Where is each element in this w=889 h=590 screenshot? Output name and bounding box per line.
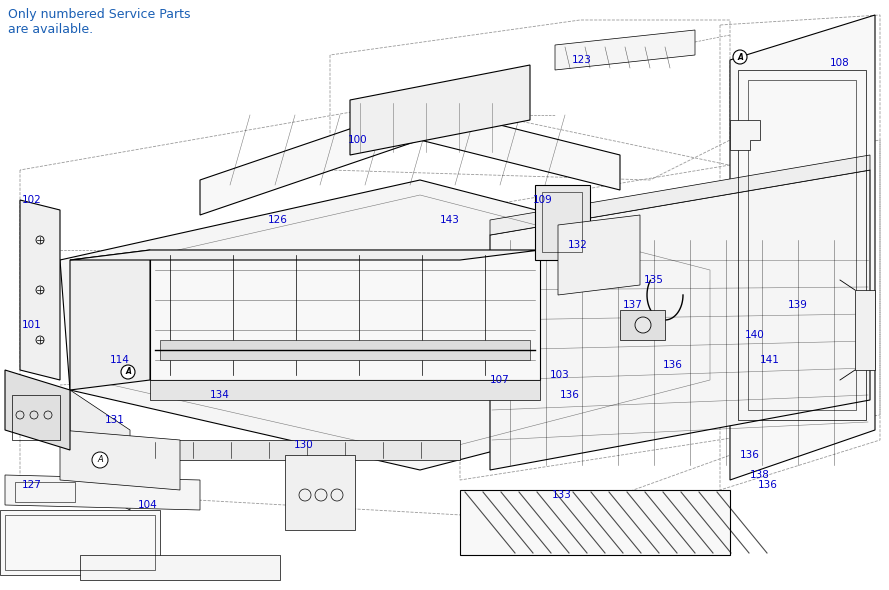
Text: 136: 136 <box>663 360 683 370</box>
Text: 143: 143 <box>440 215 460 225</box>
Polygon shape <box>5 475 200 510</box>
Polygon shape <box>730 120 760 150</box>
Text: 139: 139 <box>788 300 808 310</box>
Polygon shape <box>150 380 540 400</box>
Text: 127: 127 <box>22 480 42 490</box>
Polygon shape <box>855 290 875 370</box>
Polygon shape <box>460 490 730 555</box>
Text: 140: 140 <box>745 330 765 340</box>
Text: 137: 137 <box>623 300 643 310</box>
Polygon shape <box>490 170 870 470</box>
Text: 104: 104 <box>138 500 157 510</box>
Text: Only numbered Service Parts
are available.: Only numbered Service Parts are availabl… <box>8 8 190 36</box>
Polygon shape <box>535 185 590 260</box>
Text: A: A <box>737 53 743 61</box>
Text: 131: 131 <box>105 415 124 425</box>
Text: 133: 133 <box>552 490 572 500</box>
Text: 136: 136 <box>740 450 760 460</box>
Text: 114: 114 <box>110 355 130 365</box>
Polygon shape <box>70 390 130 510</box>
Circle shape <box>635 317 651 333</box>
Polygon shape <box>70 250 150 390</box>
Polygon shape <box>620 310 665 340</box>
Bar <box>5 515 155 570</box>
Text: A: A <box>125 368 131 376</box>
Polygon shape <box>80 555 280 580</box>
Bar <box>12 395 60 440</box>
Polygon shape <box>730 15 875 480</box>
Polygon shape <box>160 340 530 360</box>
Text: 108: 108 <box>830 58 850 68</box>
Circle shape <box>121 365 135 379</box>
Text: 103: 103 <box>550 370 570 380</box>
Text: A: A <box>97 455 103 464</box>
Text: 130: 130 <box>294 440 314 450</box>
Text: 141: 141 <box>760 355 780 365</box>
Polygon shape <box>140 440 460 460</box>
Bar <box>738 70 866 420</box>
Text: 136: 136 <box>758 480 778 490</box>
Polygon shape <box>5 370 70 450</box>
Polygon shape <box>60 180 730 470</box>
Text: 101: 101 <box>22 320 42 330</box>
Text: 123: 123 <box>572 55 592 65</box>
Text: 126: 126 <box>268 215 288 225</box>
Circle shape <box>92 452 108 468</box>
Circle shape <box>733 50 747 64</box>
Polygon shape <box>200 105 620 215</box>
Text: 109: 109 <box>533 195 553 205</box>
Polygon shape <box>558 215 640 295</box>
Bar <box>542 192 582 252</box>
Polygon shape <box>150 250 540 380</box>
Bar <box>748 80 856 410</box>
Text: 100: 100 <box>348 135 368 145</box>
Polygon shape <box>60 430 180 490</box>
Text: 135: 135 <box>644 275 664 285</box>
Polygon shape <box>490 155 870 235</box>
Text: 138: 138 <box>750 470 770 480</box>
Polygon shape <box>70 250 540 260</box>
Text: 107: 107 <box>490 375 509 385</box>
Polygon shape <box>350 65 530 155</box>
Polygon shape <box>20 200 60 380</box>
Text: 134: 134 <box>210 390 230 400</box>
Polygon shape <box>730 230 800 390</box>
Text: 132: 132 <box>568 240 588 250</box>
Polygon shape <box>555 30 695 70</box>
Text: 102: 102 <box>22 195 42 205</box>
Polygon shape <box>0 510 160 575</box>
Bar <box>15 482 75 502</box>
Polygon shape <box>285 455 355 530</box>
Text: 136: 136 <box>560 390 580 400</box>
